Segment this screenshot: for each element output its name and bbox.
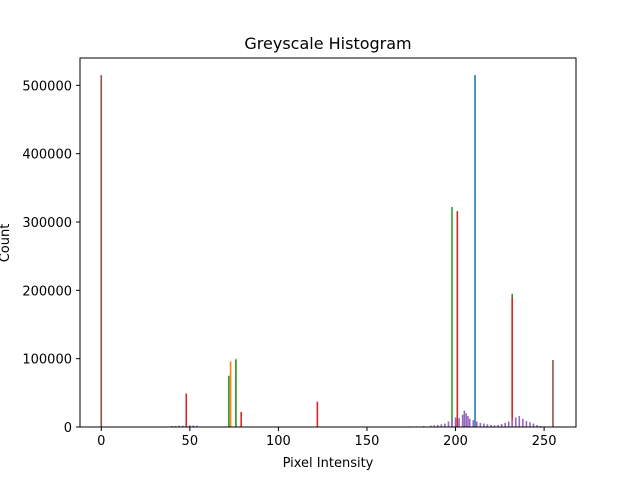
histogram-bar xyxy=(476,421,478,427)
histogram-bar xyxy=(454,417,457,427)
histogram-bar xyxy=(189,425,191,427)
y-axis-label: Count xyxy=(0,224,13,263)
histogram-bar xyxy=(451,418,453,427)
histogram-bar xyxy=(539,425,542,427)
histogram-bar xyxy=(444,423,446,427)
histogram-bar xyxy=(483,423,485,427)
histogram-bar xyxy=(192,425,195,427)
x-tick-label: 50 xyxy=(182,434,199,449)
axes-layer: 0 50 100 150 200 250 0 100000 200000 300000 400000… xyxy=(22,57,577,449)
x-tick-label: 200 xyxy=(443,434,468,449)
histogram-bar xyxy=(479,422,482,427)
y-tick-label: 300000 xyxy=(22,216,72,231)
histogram-bar xyxy=(178,425,180,427)
histogram-bar xyxy=(472,420,475,427)
histogram-bar xyxy=(490,424,492,427)
histogram-bar xyxy=(474,75,476,427)
histogram-bar xyxy=(181,425,184,427)
x-axis-label: Pixel Intensity xyxy=(283,456,374,471)
x-tick-label: 100 xyxy=(266,434,291,449)
histogram-bar xyxy=(465,413,467,427)
histogram-bar xyxy=(447,421,450,427)
plot-frame xyxy=(79,57,577,428)
histogram-bar xyxy=(468,418,471,427)
histogram-bar xyxy=(429,425,432,427)
histogram-bar xyxy=(525,420,528,427)
histogram-bar xyxy=(497,424,499,427)
histogram-bar xyxy=(228,375,230,427)
x-tick-label: 150 xyxy=(355,434,380,449)
histogram-bar xyxy=(240,411,242,427)
bars-layer xyxy=(100,75,554,427)
y-tick-label: 500000 xyxy=(22,79,72,94)
histogram-bar xyxy=(458,418,460,427)
histogram-bar xyxy=(486,424,489,427)
histogram-bar xyxy=(174,425,177,427)
y-tick-label: 200000 xyxy=(22,284,72,299)
histogram-bar xyxy=(529,422,531,427)
histogram-bar xyxy=(437,424,439,427)
histogram-bar xyxy=(493,425,496,427)
histogram-bar xyxy=(235,360,237,427)
histogram-bar xyxy=(422,425,425,427)
histogram-bar xyxy=(316,401,319,427)
histogram-bar xyxy=(536,424,538,427)
histogram-bar xyxy=(440,424,443,427)
y-tick-label: 100000 xyxy=(22,353,72,368)
chart-title: Greyscale Histogram xyxy=(244,34,411,53)
histogram-bar xyxy=(461,414,464,427)
x-tick-label: 0 xyxy=(97,434,105,449)
histogram-bar xyxy=(171,425,173,427)
histogram-bar xyxy=(451,206,453,427)
histogram-bar xyxy=(433,425,436,427)
histogram-bar xyxy=(504,422,506,427)
histogram-bar xyxy=(100,75,103,427)
histogram-bar xyxy=(500,423,503,427)
histogram-bar xyxy=(511,297,514,427)
histogram-bar xyxy=(467,416,469,427)
y-tick-label: 400000 xyxy=(22,148,72,163)
y-tick-label: 0 xyxy=(64,421,72,436)
histogram-bar xyxy=(514,417,517,427)
histogram-bar xyxy=(518,416,521,427)
histogram-bar xyxy=(456,211,459,427)
histogram-bar xyxy=(507,421,510,427)
x-tick-label: 250 xyxy=(532,434,557,449)
histogram-bar xyxy=(463,410,466,427)
histogram-bar xyxy=(185,393,188,427)
histogram-bar xyxy=(532,423,535,427)
histogram-bar xyxy=(229,361,232,427)
histogram-bar xyxy=(522,418,524,427)
histogram-bar xyxy=(552,360,554,427)
histogram-bar xyxy=(196,425,198,427)
histogram-bar xyxy=(511,419,514,427)
